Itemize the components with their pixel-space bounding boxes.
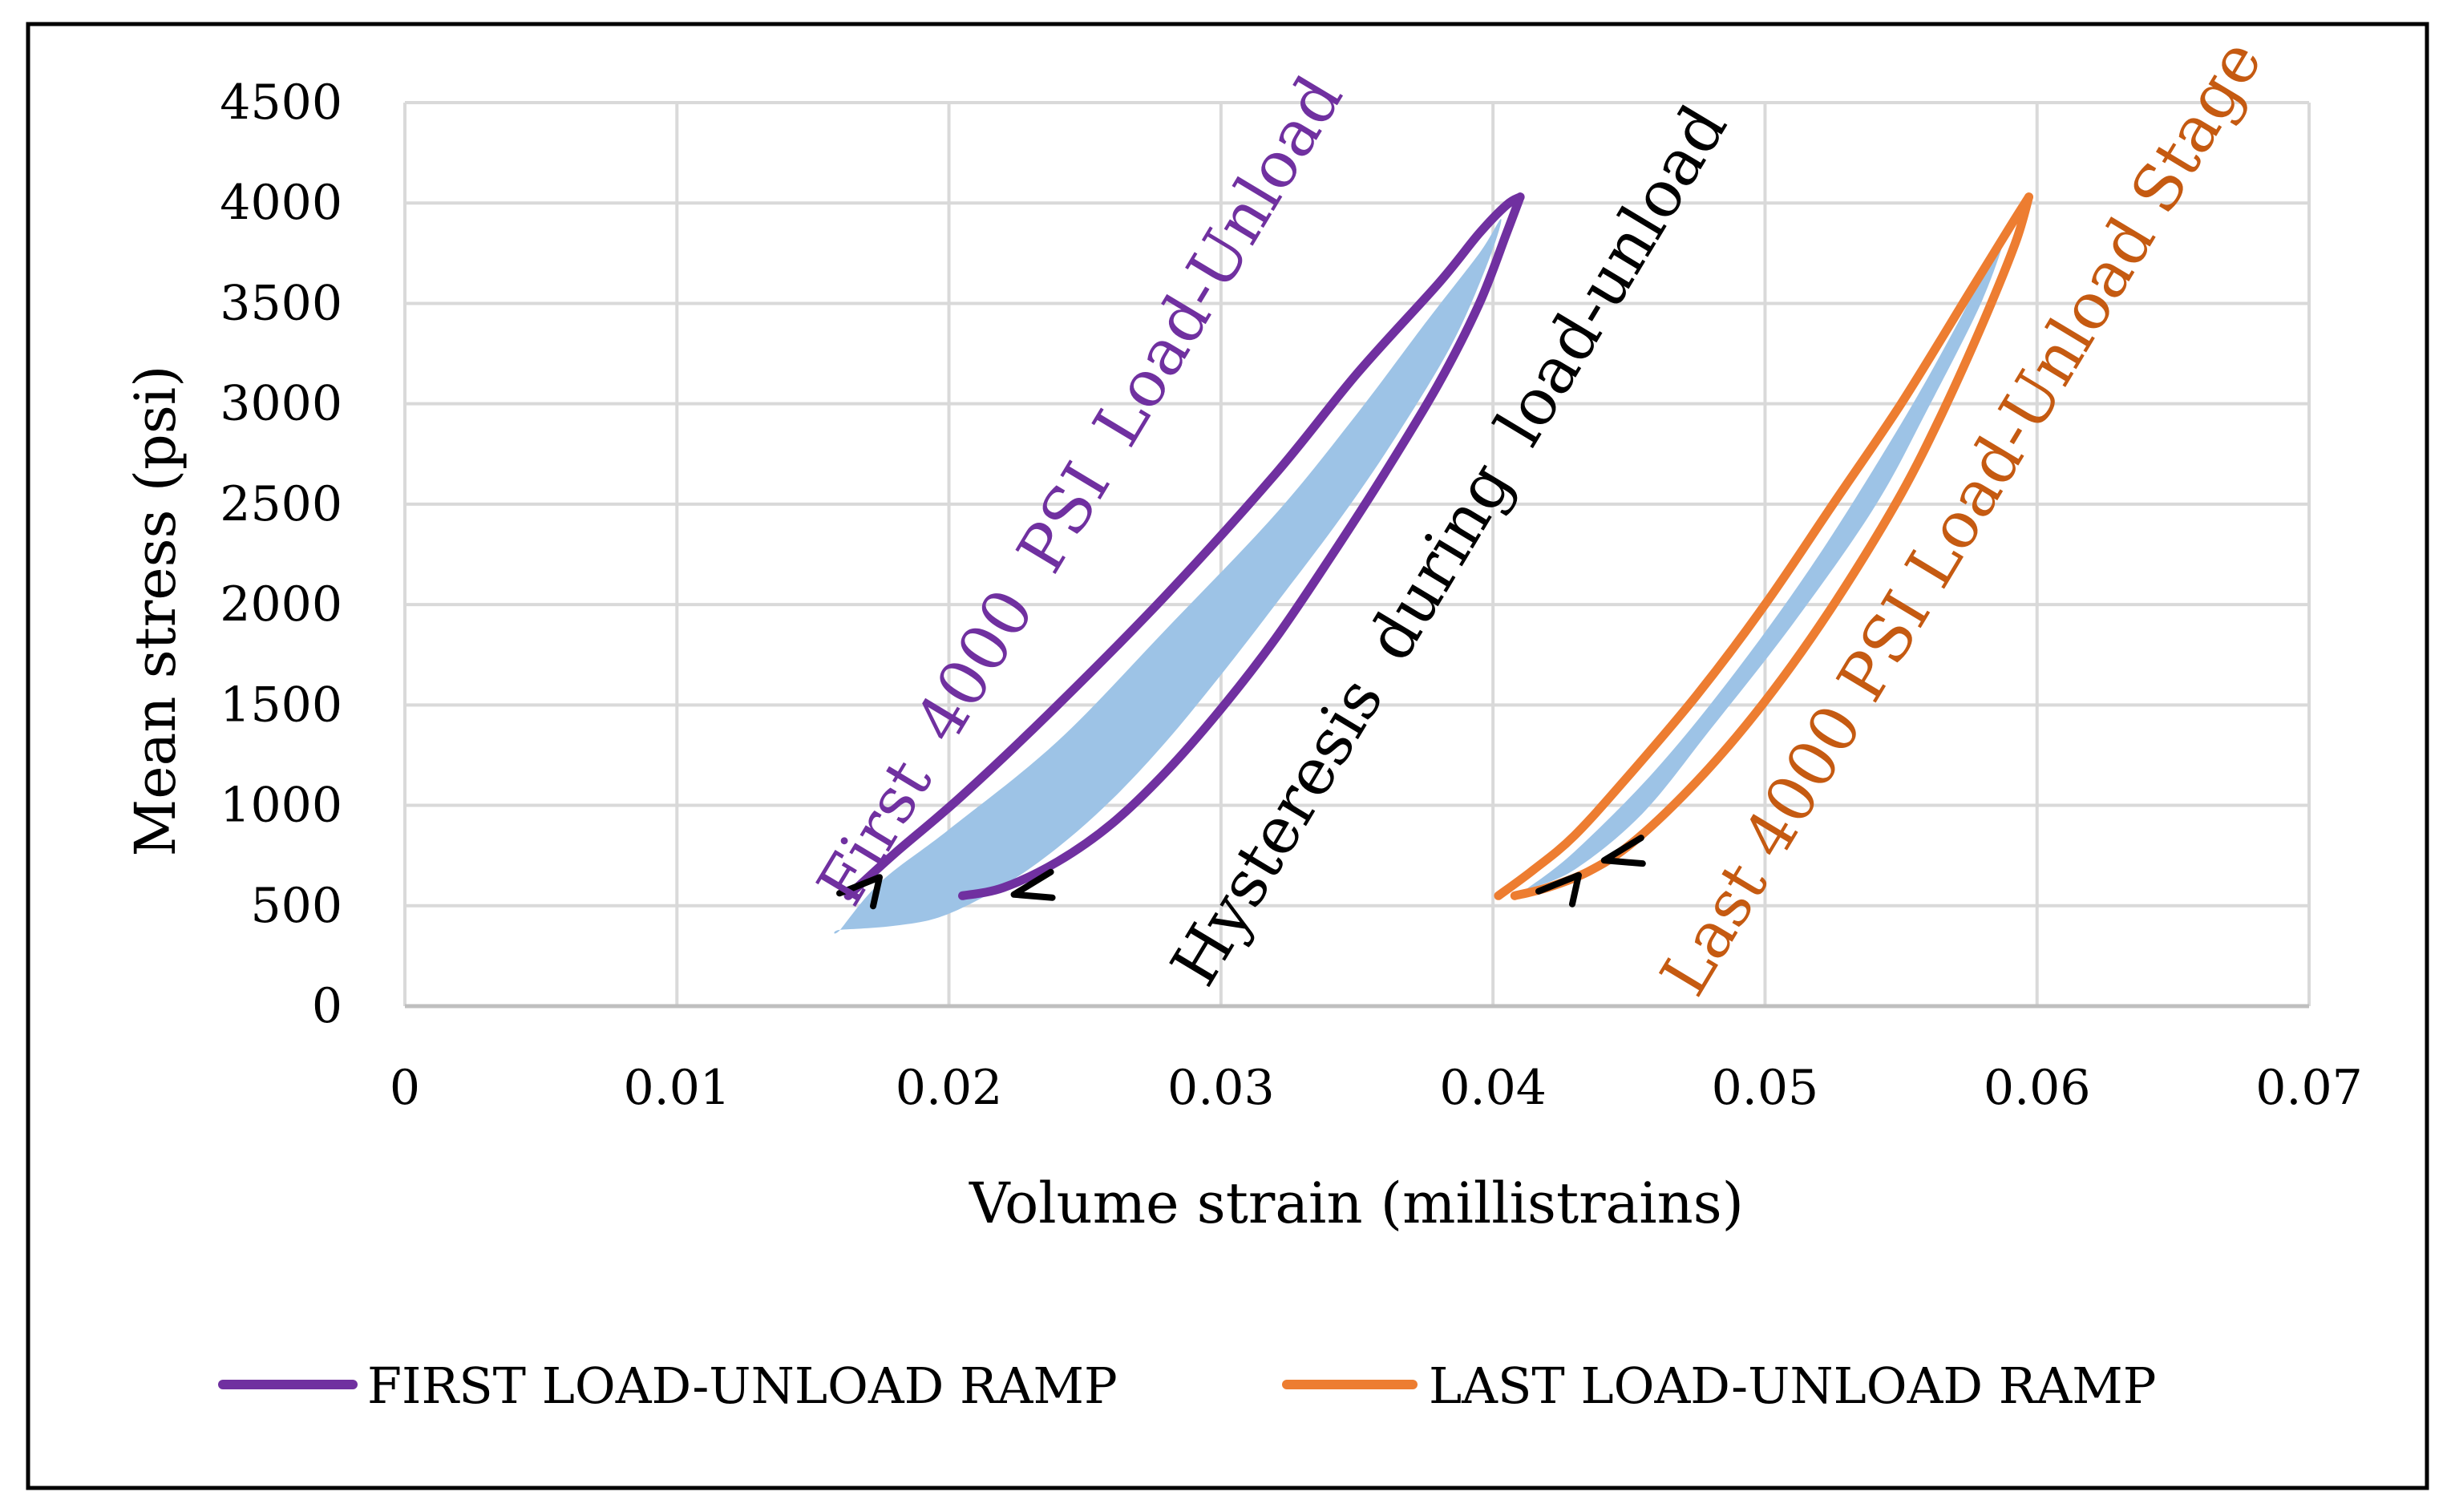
y-tick-label: 0 (312, 978, 342, 1034)
axis-layer: 0 0.01 0.02 0.03 0.04 0.05 0.06 0.07 0 500 1000 150… (220, 75, 2363, 1116)
y-tick-label: 3000 (220, 376, 342, 432)
direction-arrow-layer (836, 835, 1646, 910)
x-tick-label: 0.01 (623, 1060, 730, 1116)
y-axis-label: Mean stress (psi) (123, 366, 188, 857)
y-tick-label: 2000 (220, 576, 342, 633)
load-direction-arrow (1010, 868, 1056, 901)
x-tick-label: 0.04 (1439, 1060, 1547, 1116)
x-tick-label: 0 (390, 1060, 420, 1116)
y-tick-label: 3500 (220, 275, 342, 331)
x-tick-label: 0.03 (1167, 1060, 1275, 1116)
x-tick-label: 0.06 (1984, 1060, 2091, 1116)
y-tick-label: 500 (250, 878, 342, 934)
load-direction-arrow (836, 874, 883, 910)
load-direction-arrow (1600, 835, 1646, 867)
load-direction-arrow (1535, 871, 1582, 908)
y-tick-label: 4000 (220, 175, 342, 231)
y-tick-label: 2500 (220, 476, 342, 532)
y-tick-label: 1000 (220, 778, 342, 834)
x-axis-label: Volume strain (millistrains) (969, 1170, 1744, 1236)
first-ramp-unloading-line (958, 192, 1525, 900)
x-tick-label: 0.02 (896, 1060, 1003, 1116)
legend-label-last: LAST LOAD-UNLOAD RAMP (1429, 1356, 2156, 1415)
legend: FIRST LOAD-UNLOAD RAMP LAST LOAD-UNLOAD … (218, 1356, 2156, 1415)
x-tick-label: 0.05 (1712, 1060, 1819, 1116)
y-tick-label: 4500 (220, 75, 342, 131)
chart-border (26, 22, 2429, 1490)
y-tick-label: 1500 (220, 677, 342, 733)
x-tick-label: 0.07 (2255, 1060, 2363, 1116)
legend-label-first: FIRST LOAD-UNLOAD RAMP (367, 1356, 1118, 1415)
last-ramp-loading-line (1494, 192, 2033, 900)
first-ramp-loading-line (843, 192, 1525, 900)
